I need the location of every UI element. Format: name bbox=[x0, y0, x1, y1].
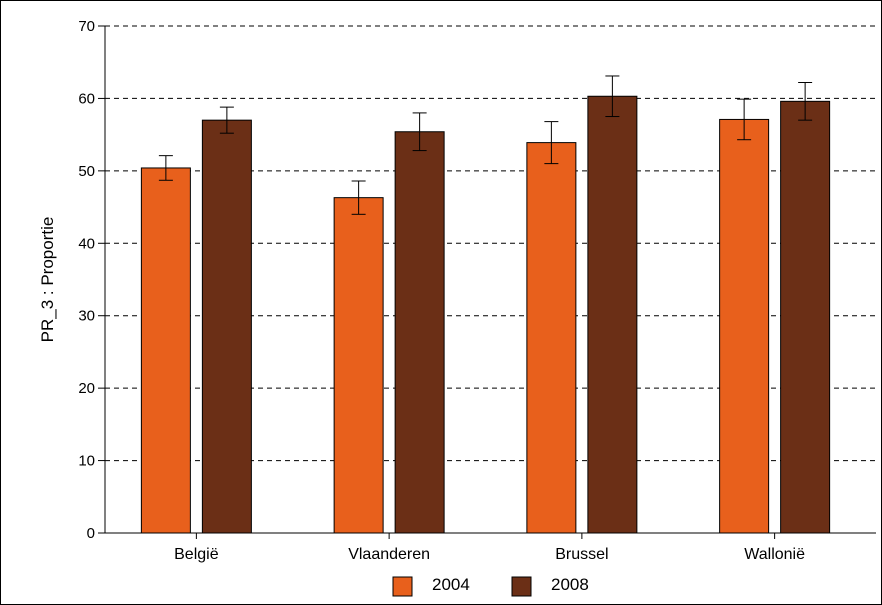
legend-label: 2004 bbox=[432, 575, 470, 594]
error-bars bbox=[158, 75, 813, 215]
y-tick-label: 0 bbox=[87, 525, 95, 542]
category-label: België bbox=[174, 546, 219, 563]
y-axis-title: PR_3 : Proportie bbox=[38, 217, 57, 343]
bar-2008-1 bbox=[394, 131, 445, 534]
bar-2004-0 bbox=[140, 167, 191, 534]
legend-swatch-2004 bbox=[392, 576, 413, 597]
category-label: Brussel bbox=[555, 546, 608, 563]
legend-swatch-2008 bbox=[511, 576, 532, 597]
y-tick-label: 60 bbox=[78, 90, 95, 107]
legend-label: 2008 bbox=[551, 575, 589, 594]
y-tick-label: 30 bbox=[78, 308, 95, 325]
y-tick-label: 70 bbox=[78, 18, 95, 35]
y-tick-labels: 0 10 20 30 40 50 60 70 bbox=[78, 18, 95, 542]
y-tick-label: 40 bbox=[78, 235, 95, 252]
bar-2008-2 bbox=[587, 95, 638, 534]
category-labels: België Vlaanderen Brussel Wallonië bbox=[174, 546, 805, 563]
category-label: Wallonië bbox=[744, 546, 805, 563]
axes bbox=[98, 25, 876, 539]
bars bbox=[140, 95, 831, 534]
y-tick-label: 20 bbox=[78, 380, 95, 397]
bar-2008-0 bbox=[201, 119, 252, 534]
y-tick-label: 10 bbox=[78, 453, 95, 470]
y-tick-label: 50 bbox=[78, 163, 95, 180]
bar-2004-3 bbox=[719, 118, 770, 534]
bar-2004-2 bbox=[526, 142, 577, 534]
category-label: Vlaanderen bbox=[348, 546, 430, 563]
bar-2004-1 bbox=[333, 197, 384, 534]
bar-2008-3 bbox=[780, 100, 831, 534]
legend: 2004 2008 bbox=[392, 575, 589, 597]
